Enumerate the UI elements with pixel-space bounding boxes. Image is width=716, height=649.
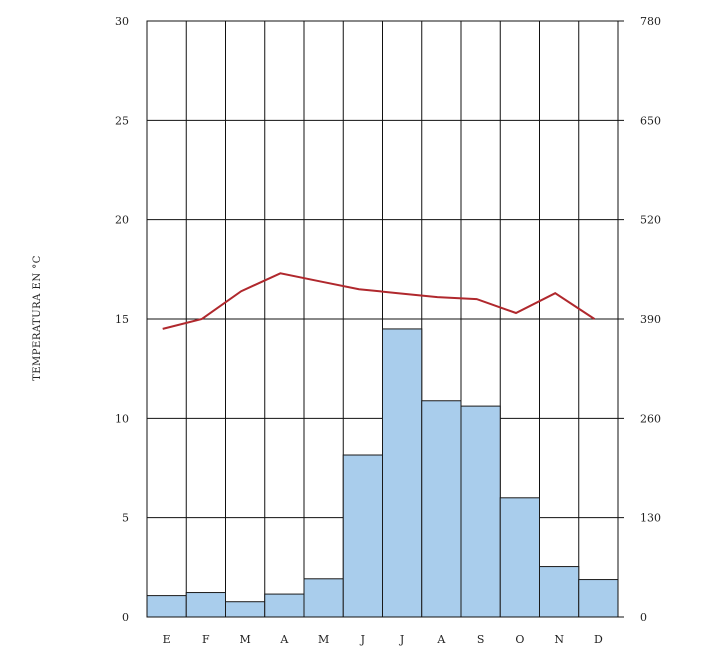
y-left-tick-label: 5 xyxy=(122,512,129,525)
precipitation-bar xyxy=(146,595,187,618)
x-tick-label: A xyxy=(279,633,289,646)
precipitation-bar xyxy=(303,578,344,618)
y-left-tick-label: 25 xyxy=(115,114,129,127)
precipitation-bar xyxy=(382,328,423,618)
temperature-line-path xyxy=(162,272,596,330)
x-tick-label: N xyxy=(554,633,564,646)
x-tick-label: E xyxy=(163,633,171,646)
precipitation-bar xyxy=(264,593,305,618)
precipitation-bar xyxy=(185,592,226,618)
y-right-tick-label: 130 xyxy=(640,512,661,525)
y-right-tick-label: 0 xyxy=(640,611,647,624)
x-tick-label: M xyxy=(239,633,250,646)
x-tick-label: J xyxy=(360,633,365,646)
y-left-tick-label: 15 xyxy=(115,313,129,326)
y-right-tick-label: 650 xyxy=(640,114,661,127)
y-left-tick-label: 20 xyxy=(115,214,129,227)
x-tick-label: O xyxy=(515,633,524,646)
temperature-line xyxy=(162,272,596,330)
y-right-tick-label: 390 xyxy=(640,313,661,326)
precipitation-bar xyxy=(225,601,266,618)
precipitation-bar xyxy=(578,579,619,618)
axis-ticks: 0 5 10 15 20 25 30 0 130 260 390 520 650 780 E F M A M J J A S… xyxy=(115,15,661,646)
precipitation-bar xyxy=(460,405,501,618)
precipitation-bar xyxy=(342,454,383,618)
x-tick-label: F xyxy=(202,633,210,646)
x-tick-label: D xyxy=(594,633,603,646)
y-left-tick-label: 0 xyxy=(122,611,129,624)
precipitation-bars xyxy=(146,328,619,618)
precipitation-bar xyxy=(499,497,540,618)
y-axis-label: TEMPERATURA EN °C xyxy=(32,255,43,381)
x-tick-label: A xyxy=(436,633,446,646)
y-left-tick-label: 30 xyxy=(115,15,129,28)
y-right-tick-label: 780 xyxy=(640,15,661,28)
plot-frame xyxy=(146,20,619,618)
precipitation-bar xyxy=(421,400,462,618)
y-left-tick-label: 10 xyxy=(115,412,129,425)
x-tick-label: S xyxy=(477,633,485,646)
x-tick-label: M xyxy=(318,633,329,646)
y-right-tick-label: 260 xyxy=(640,412,661,425)
precipitation-bar xyxy=(539,566,580,618)
y-right-tick-label: 520 xyxy=(640,214,661,227)
plot-border xyxy=(146,20,619,618)
x-tick-label: J xyxy=(399,633,404,646)
